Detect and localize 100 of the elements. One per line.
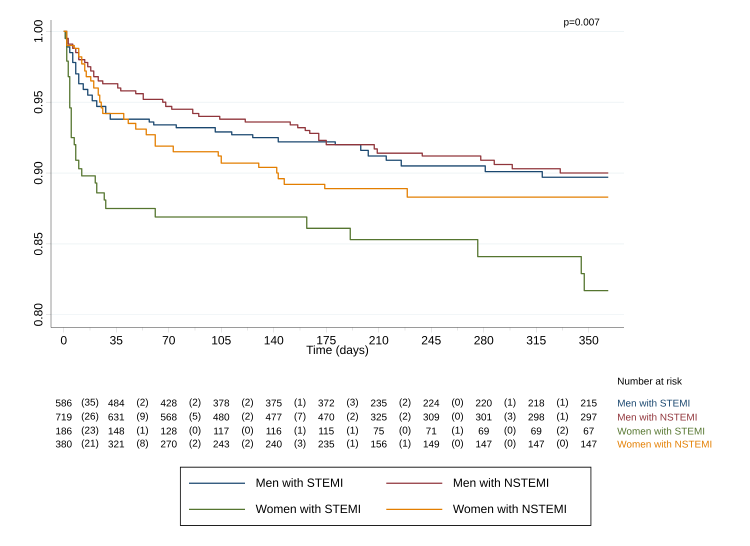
text: 321 bbox=[108, 440, 124, 448]
text: 378 bbox=[213, 399, 230, 407]
text: 220 bbox=[476, 399, 492, 407]
text: 75 bbox=[374, 428, 384, 434]
text: 480 bbox=[213, 413, 230, 421]
text: 568 bbox=[160, 413, 177, 421]
text: 186 bbox=[56, 427, 72, 435]
text: 67 bbox=[584, 427, 594, 435]
x-tick-label: 105 bbox=[212, 336, 231, 344]
text: (1) bbox=[557, 398, 568, 408]
text: 428 bbox=[160, 399, 177, 407]
text: (0) bbox=[190, 426, 200, 436]
text: 224 bbox=[423, 400, 440, 406]
text: (3) bbox=[294, 439, 306, 449]
text: 240 bbox=[266, 440, 282, 448]
text: (1) bbox=[294, 426, 306, 436]
text: (0) bbox=[504, 439, 516, 449]
text: (26) bbox=[82, 412, 98, 422]
x-tick-label: 210 bbox=[369, 336, 388, 344]
text: 375 bbox=[266, 399, 282, 407]
legend-label: Women with STEMI bbox=[256, 504, 360, 514]
text: Number at risk bbox=[618, 377, 682, 385]
annotation: p=0.007 bbox=[564, 18, 600, 28]
x-tick-label: 140 bbox=[264, 336, 284, 344]
text: 69 bbox=[531, 427, 542, 435]
y-tick-label: 1.00 bbox=[34, 20, 42, 42]
text: Women with STEMI bbox=[617, 427, 704, 435]
text: 298 bbox=[528, 413, 544, 421]
text: (1) bbox=[504, 398, 516, 408]
text: 235 bbox=[370, 399, 387, 407]
text: (21) bbox=[82, 439, 98, 449]
text: 147 bbox=[476, 440, 492, 448]
text: 147 bbox=[581, 440, 597, 448]
text: 372 bbox=[318, 399, 334, 407]
legend-label: Men with STEMI bbox=[256, 478, 342, 487]
text: 218 bbox=[528, 399, 544, 407]
text: 117 bbox=[214, 428, 229, 434]
text: 71 bbox=[426, 428, 436, 434]
text: (2) bbox=[137, 398, 148, 408]
text: (0) bbox=[452, 412, 463, 422]
text: (2) bbox=[400, 412, 410, 422]
text: (35) bbox=[82, 398, 98, 408]
legend-label: Men with NSTEMI bbox=[454, 478, 548, 487]
text: 69 bbox=[478, 427, 489, 435]
text: 270 bbox=[160, 440, 177, 448]
x-tick-label: 350 bbox=[579, 336, 598, 344]
text: (1) bbox=[557, 412, 568, 422]
text: 215 bbox=[580, 399, 597, 407]
y-tick-label: 0.85 bbox=[34, 232, 42, 256]
text: 470 bbox=[318, 413, 334, 421]
text: (0) bbox=[504, 426, 516, 436]
x-tick-label: 315 bbox=[526, 336, 546, 344]
text: 156 bbox=[371, 440, 387, 448]
text: (1) bbox=[294, 398, 306, 408]
y-tick-label: 0.80 bbox=[34, 304, 42, 326]
text: (23) bbox=[82, 426, 98, 436]
text: (1) bbox=[347, 426, 358, 436]
text: (2) bbox=[557, 426, 568, 436]
text: (0) bbox=[452, 398, 463, 408]
text: (1) bbox=[347, 439, 358, 449]
text: 477 bbox=[266, 414, 282, 420]
text: 243 bbox=[213, 440, 230, 448]
text: 297 bbox=[580, 413, 597, 421]
text: 325 bbox=[370, 413, 387, 421]
legend-label: Women with NSTEMI bbox=[452, 504, 566, 514]
text: (9) bbox=[137, 412, 148, 422]
text: 148 bbox=[108, 427, 124, 435]
text: (2) bbox=[347, 412, 358, 422]
x-tick-label: 35 bbox=[110, 336, 122, 344]
text: 301 bbox=[476, 413, 492, 421]
text: (0) bbox=[557, 439, 568, 449]
text: (3) bbox=[504, 412, 516, 422]
x-tick-label: 0 bbox=[60, 336, 67, 344]
text: 631 bbox=[108, 413, 124, 421]
text: 235 bbox=[318, 440, 334, 448]
x-tick-label: 245 bbox=[422, 336, 441, 344]
text: Men with NSTEMI bbox=[618, 413, 697, 421]
x-tick-label: 70 bbox=[162, 336, 175, 344]
text: 128 bbox=[161, 427, 177, 435]
text: 115 bbox=[319, 428, 334, 434]
y-tick-label: 0.90 bbox=[34, 162, 42, 184]
text: 719 bbox=[56, 413, 72, 421]
text: (1) bbox=[137, 426, 148, 436]
text: (8) bbox=[137, 439, 148, 449]
text: 309 bbox=[423, 413, 440, 421]
text: Women with NSTEMI bbox=[617, 440, 712, 448]
x-axis-title: Time (days) bbox=[306, 345, 368, 356]
text: (2) bbox=[242, 398, 253, 408]
text: 149 bbox=[424, 440, 440, 448]
text: (0) bbox=[452, 439, 463, 449]
text: (0) bbox=[400, 426, 410, 436]
text: (2) bbox=[190, 439, 200, 449]
text: (2) bbox=[400, 398, 410, 408]
text: (5) bbox=[190, 412, 200, 422]
text: Men with STEMI bbox=[618, 399, 690, 407]
text: 380 bbox=[56, 440, 72, 448]
text: 147 bbox=[528, 440, 544, 448]
text: (1) bbox=[400, 439, 410, 449]
y-tick-label: 0.95 bbox=[34, 91, 42, 114]
text: (0) bbox=[242, 426, 253, 436]
